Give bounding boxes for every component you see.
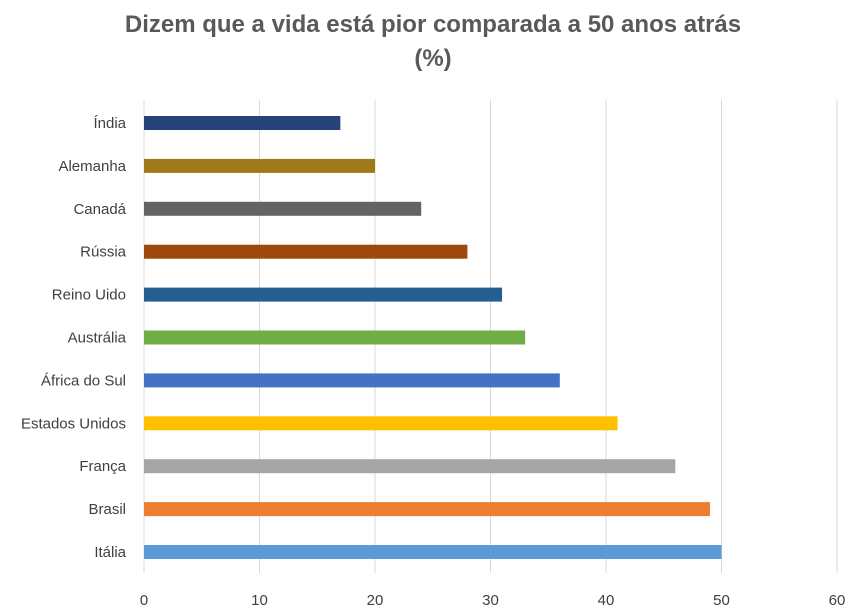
x-tick-label: 60	[829, 592, 846, 609]
category-label: Estados Unidos	[21, 415, 126, 432]
bar	[144, 373, 560, 388]
category-label: Alemanha	[58, 158, 126, 175]
x-tick-labels: 0 10 20 30 40 50 60	[140, 592, 846, 609]
category-label: Austrália	[68, 330, 127, 347]
bar	[144, 158, 375, 173]
bar	[144, 459, 676, 474]
category-label: Rússia	[80, 244, 127, 261]
x-tick-label: 10	[251, 592, 268, 609]
bar	[144, 330, 526, 345]
bar	[144, 201, 422, 216]
category-label: Brasil	[88, 501, 126, 518]
chart-title: Dizem que a vida está pior comparada a 5…	[124, 11, 742, 38]
bar	[144, 287, 503, 302]
bar	[144, 116, 341, 130]
bar	[144, 244, 468, 259]
bar	[144, 545, 722, 559]
x-tick-label: 50	[713, 592, 730, 609]
chart-subtitle: (%)	[414, 45, 452, 72]
category-label: Reino Uido	[52, 287, 126, 304]
category-label: África do Sul	[41, 372, 126, 389]
bar	[144, 502, 710, 517]
category-label: Índia	[93, 115, 126, 132]
x-tick-label: 0	[140, 592, 148, 609]
category-label: França	[79, 458, 126, 475]
category-label: Itália	[94, 544, 126, 561]
bar	[144, 416, 618, 431]
bars	[144, 116, 722, 559]
x-tick-label: 40	[598, 592, 615, 609]
category-label: Canadá	[73, 201, 126, 218]
category-labels: Índia Alemanha Canadá Rússia Reino Uido Austr…	[21, 115, 127, 561]
x-tick-label: 30	[482, 592, 499, 609]
chart-title-block: Dizem que a vida está pior comparada a 5…	[0, 8, 866, 76]
x-tick-label: 20	[367, 592, 384, 609]
